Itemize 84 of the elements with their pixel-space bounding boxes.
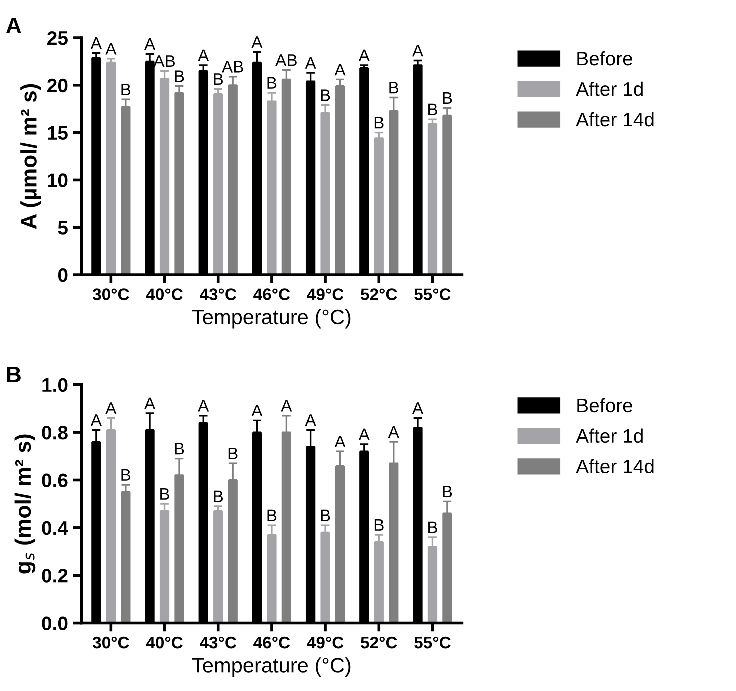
x-tick-label: 30°C xyxy=(92,288,130,300)
chart-title: A xyxy=(6,18,22,34)
x-tick-label: 49°C xyxy=(307,288,344,300)
chart-title: B xyxy=(7,367,21,382)
x-tick-label: 40°C xyxy=(146,636,183,649)
x-tick-label: 46°C xyxy=(254,636,290,649)
legend-label: Before xyxy=(578,398,633,413)
data-label: B xyxy=(122,84,131,96)
data-label: B xyxy=(321,90,330,102)
data-label: B xyxy=(268,510,277,522)
y-tick-label: 10 xyxy=(48,174,68,188)
data-label: B xyxy=(175,443,184,455)
data-label: A xyxy=(305,414,316,426)
y-tick-label: 20 xyxy=(48,78,68,93)
data-label: A xyxy=(281,400,292,412)
bar xyxy=(214,511,224,624)
data-label: AB xyxy=(154,56,175,68)
y-tick-label: 0.0 xyxy=(42,616,68,631)
y-tick-label: 1.0 xyxy=(42,378,68,392)
data-label: B xyxy=(443,92,452,104)
x-tick-label: 43°C xyxy=(200,636,237,649)
data-label: B xyxy=(374,117,384,129)
data-label: A xyxy=(198,50,210,62)
data-label: A xyxy=(334,64,346,76)
x-tick-label: 52°C xyxy=(361,288,398,300)
data-label: A xyxy=(106,43,117,55)
y-tick-label: 0.4 xyxy=(42,521,68,536)
legend-label: Before xyxy=(578,51,633,66)
x-tick-label: 52°C xyxy=(361,636,398,649)
x-tick-label: 55°C xyxy=(414,636,451,649)
x-axis-title: Temperature (°C) xyxy=(192,658,351,677)
y-tick-label: 0 xyxy=(58,268,68,282)
y-tick-label: 0.6 xyxy=(42,474,68,488)
x-tick-label: 43°C xyxy=(200,288,237,300)
y-axis-title: g$_{s}$ (mol/ m² s) xyxy=(14,434,36,574)
data-label: B xyxy=(428,104,438,116)
legend-label: After 1d xyxy=(576,428,643,444)
legend-label: After 1d xyxy=(576,82,643,96)
data-label: A xyxy=(90,414,102,426)
bar xyxy=(214,94,224,276)
y-tick-label: 5 xyxy=(58,221,68,235)
legend-label: After 14d xyxy=(576,112,654,127)
data-label: B xyxy=(428,522,438,534)
data-label: B xyxy=(374,519,384,531)
data-label: AB xyxy=(222,61,244,73)
y-tick-label: 0.8 xyxy=(42,426,68,440)
x-tick-label: 40°C xyxy=(146,288,183,300)
data-label: B xyxy=(390,82,399,94)
data-label: A xyxy=(90,38,102,50)
data-label: B xyxy=(214,490,224,502)
legend-label: After 14d xyxy=(576,459,654,474)
x-tick-label: 55°C xyxy=(414,288,451,300)
data-label: A xyxy=(412,402,424,414)
data-label: A xyxy=(252,36,263,48)
x-axis-title: Temperature (°C) xyxy=(192,309,351,329)
data-label: A xyxy=(144,398,156,410)
data-label: AB xyxy=(276,54,297,66)
y-tick-label: 25 xyxy=(48,31,68,46)
x-tick-label: 46°C xyxy=(254,288,290,300)
data-label: A xyxy=(106,402,117,414)
data-label: B xyxy=(321,510,330,522)
data-label: B xyxy=(443,486,452,498)
data-label: B xyxy=(175,70,184,82)
data-label: A xyxy=(388,426,400,438)
data-label: A xyxy=(198,400,210,412)
data-label: A xyxy=(305,57,316,69)
data-label: B xyxy=(214,74,224,86)
data-label: A xyxy=(358,50,370,62)
y-tick-label: 0.2 xyxy=(42,569,68,583)
data-label: B xyxy=(268,77,277,89)
x-tick-label: 30°C xyxy=(92,636,130,649)
data-label: A xyxy=(252,405,263,416)
data-label: A xyxy=(358,428,370,440)
data-label: B xyxy=(160,488,170,500)
bar xyxy=(106,62,116,276)
x-tick-label: 49°C xyxy=(307,636,344,649)
data-label: B xyxy=(228,448,238,460)
data-label: A xyxy=(144,38,156,50)
data-label: B xyxy=(122,469,131,481)
y-axis-title: A (µmol/ m² s) xyxy=(20,84,42,230)
data-label: A xyxy=(334,436,346,448)
data-label: A xyxy=(412,45,424,57)
bar xyxy=(428,124,438,276)
y-tick-label: 15 xyxy=(48,126,68,140)
